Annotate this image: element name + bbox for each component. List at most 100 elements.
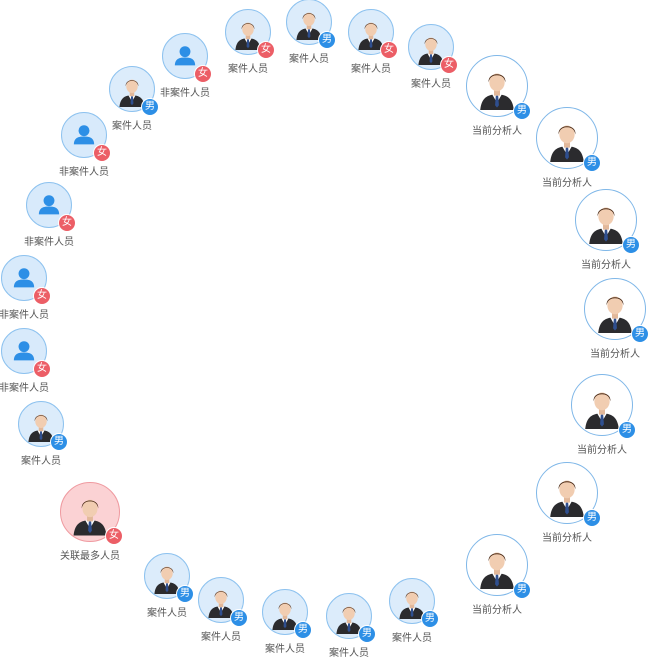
female-badge-icon: 女 — [380, 41, 398, 59]
person-avatar-icon — [235, 22, 261, 50]
node-circle: 女 — [26, 182, 76, 232]
node-circle: 女 — [408, 24, 458, 74]
node-label: 当前分析人 — [542, 533, 592, 544]
node-label: 非案件人员 — [24, 237, 74, 248]
person-node-case[interactable]: 男案件人员 — [18, 401, 68, 467]
node-circle: 男 — [584, 278, 649, 343]
node-label: 当前分析人 — [472, 126, 522, 137]
person-node-most[interactable]: 女关联最多人员 — [60, 482, 123, 562]
node-circle: 女 — [1, 328, 51, 378]
node-circle: 男 — [466, 534, 531, 599]
node-label: 非案件人员 — [59, 167, 109, 178]
person-avatar-icon — [73, 499, 107, 536]
female-badge-icon: 女 — [93, 144, 111, 162]
person-node-noncase[interactable]: 女非案件人员 — [0, 255, 51, 321]
node-circle: 男 — [262, 589, 312, 639]
person-avatar-icon — [550, 125, 584, 162]
person-node-analyst[interactable]: 男当前分析人 — [466, 55, 531, 137]
node-circle: 男 — [466, 55, 531, 120]
female-badge-icon: 女 — [105, 527, 123, 545]
user-silhouette-icon — [38, 195, 60, 215]
male-badge-icon: 男 — [421, 610, 439, 628]
male-badge-icon: 男 — [230, 609, 248, 627]
node-circle: 女 — [1, 255, 51, 305]
user-silhouette-icon — [13, 268, 35, 288]
node-label: 案件人员 — [289, 54, 329, 65]
node-circle: 女 — [162, 33, 212, 83]
person-avatar-icon — [358, 22, 384, 50]
female-badge-icon: 女 — [58, 214, 76, 232]
node-label: 当前分析人 — [472, 605, 522, 616]
node-circle: 男 — [575, 189, 640, 254]
person-avatar-icon — [589, 207, 623, 244]
node-label: 案件人员 — [265, 644, 305, 655]
person-avatar-icon — [550, 480, 584, 517]
person-avatar-icon — [418, 37, 444, 65]
person-node-analyst[interactable]: 男当前分析人 — [536, 462, 601, 544]
male-badge-icon: 男 — [622, 236, 640, 254]
person-node-case[interactable]: 男案件人员 — [109, 66, 159, 132]
male-badge-icon: 男 — [631, 325, 649, 343]
person-avatar-icon — [272, 602, 298, 630]
female-badge-icon: 女 — [257, 41, 275, 59]
node-circle: 女 — [348, 9, 398, 59]
person-node-case[interactable]: 女案件人员 — [348, 9, 398, 75]
person-avatar-icon — [296, 12, 322, 40]
male-badge-icon: 男 — [141, 98, 159, 116]
person-node-case[interactable]: 男案件人员 — [389, 578, 439, 644]
male-badge-icon: 男 — [176, 585, 194, 603]
person-avatar-icon — [399, 591, 425, 619]
person-node-noncase[interactable]: 女非案件人员 — [160, 33, 212, 99]
person-node-analyst[interactable]: 男当前分析人 — [584, 278, 649, 360]
user-silhouette-icon — [174, 46, 196, 66]
node-label: 案件人员 — [392, 633, 432, 644]
node-label: 案件人员 — [21, 456, 61, 467]
node-label: 案件人员 — [201, 632, 241, 643]
node-label: 案件人员 — [411, 79, 451, 90]
person-node-analyst[interactable]: 男当前分析人 — [571, 374, 636, 456]
node-circle: 男 — [286, 0, 336, 49]
male-badge-icon: 男 — [583, 154, 601, 172]
person-node-case[interactable]: 男案件人员 — [326, 593, 376, 659]
person-avatar-icon — [480, 552, 514, 589]
person-avatar-icon — [585, 392, 619, 429]
node-label: 非案件人员 — [0, 383, 49, 394]
person-node-noncase[interactable]: 女非案件人员 — [24, 182, 76, 248]
node-circle: 男 — [198, 577, 248, 627]
node-circle: 男 — [18, 401, 68, 451]
male-badge-icon: 男 — [583, 509, 601, 527]
female-badge-icon: 女 — [33, 287, 51, 305]
node-circle: 女 — [225, 9, 275, 59]
node-label: 当前分析人 — [581, 260, 631, 271]
female-badge-icon: 女 — [194, 65, 212, 83]
person-node-noncase[interactable]: 女非案件人员 — [0, 328, 51, 394]
person-avatar-icon — [119, 79, 145, 107]
user-silhouette-icon — [13, 341, 35, 361]
person-node-case[interactable]: 男案件人员 — [144, 553, 194, 619]
node-circle: 男 — [536, 107, 601, 172]
person-node-analyst[interactable]: 男当前分析人 — [466, 534, 531, 616]
node-circle: 男 — [389, 578, 439, 628]
person-node-analyst[interactable]: 男当前分析人 — [536, 107, 601, 189]
person-avatar-icon — [598, 296, 632, 333]
male-badge-icon: 男 — [513, 102, 531, 120]
person-avatar-icon — [154, 566, 180, 594]
node-label: 当前分析人 — [590, 349, 640, 360]
person-node-noncase[interactable]: 女非案件人员 — [59, 112, 111, 178]
male-badge-icon: 男 — [50, 433, 68, 451]
node-label: 案件人员 — [228, 64, 268, 75]
node-circle: 男 — [571, 374, 636, 439]
person-node-case[interactable]: 男案件人员 — [262, 589, 312, 655]
person-avatar-icon — [208, 590, 234, 618]
node-circle: 男 — [144, 553, 194, 603]
male-badge-icon: 男 — [618, 421, 636, 439]
person-node-case[interactable]: 女案件人员 — [225, 9, 275, 75]
node-circle: 男 — [109, 66, 159, 116]
node-label: 关联最多人员 — [60, 551, 120, 562]
node-circle: 男 — [536, 462, 601, 527]
person-node-case[interactable]: 男案件人员 — [286, 0, 336, 65]
person-node-analyst[interactable]: 男当前分析人 — [575, 189, 640, 271]
person-node-case[interactable]: 男案件人员 — [198, 577, 248, 643]
person-node-case[interactable]: 女案件人员 — [408, 24, 458, 90]
male-badge-icon: 男 — [513, 581, 531, 599]
